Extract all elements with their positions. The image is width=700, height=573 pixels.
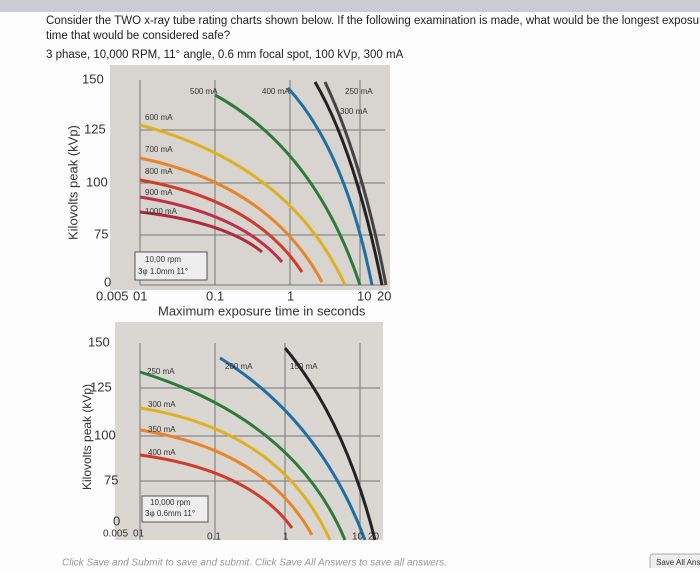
parameters: 3 phase, 10,000 RPM, 11° angle, 0.6 mm f… (46, 49, 404, 61)
x-tick-label: 1 (287, 288, 294, 303)
curve-label: 800 mA (145, 167, 173, 176)
curve-label: 600 mA (145, 113, 173, 122)
y-tick-label: 100 (86, 174, 108, 189)
x-axis-title: Maximum exposure time in seconds (158, 303, 366, 318)
x-tick-label: 01 (133, 529, 145, 540)
curve-label: 400 mA (148, 448, 176, 457)
curve-label: 300 mA (340, 107, 368, 116)
curve-label: 500 mA (190, 87, 218, 96)
curve-label: 1000 mA (145, 207, 178, 216)
curve-label: 150 mA (290, 362, 318, 371)
y-tick-label: 125 (90, 379, 112, 394)
curve-label: 250 mA (345, 87, 373, 96)
x-tick-label: 1 (283, 532, 289, 543)
footer-instructions: Click Save and Submit to save and submit… (62, 558, 447, 568)
x-tick-label: 0.1 (207, 532, 221, 543)
x-tick-label: 20 (368, 532, 380, 543)
x-tick-label: 0.005 (103, 529, 128, 540)
curve-label: 250 mA (147, 367, 175, 376)
note: 10,00 rpm (145, 255, 181, 264)
note: 10,000 rpm (150, 498, 191, 507)
y-tick-label: 75 (104, 472, 118, 487)
y-tick-label: 100 (94, 427, 116, 442)
curve-label: 400 mA (262, 87, 290, 96)
chart-2: 250 mA 200 mA 150 mA 300 mA 350 mA 400 m… (80, 322, 383, 543)
y-tick-label: 150 (82, 71, 104, 86)
curve-label: 300 mA (148, 400, 176, 409)
question-line: time that would be considered safe? (46, 30, 230, 42)
y-tick-label: 150 (88, 334, 110, 349)
y-tick-label: 75 (94, 226, 108, 241)
y-axis-title: Kilovolts peak (kVp) (80, 384, 94, 490)
note-box (134, 251, 208, 281)
curve-label: 900 mA (145, 188, 173, 197)
save-button-label[interactable]: Save All Answers (656, 558, 700, 567)
question-line: Consider the TWO x-ray tube rating chart… (46, 15, 700, 27)
x-tick-label: 0.1 (206, 288, 224, 303)
x-tick-label: 20 (377, 288, 391, 303)
note: 3φ 1.0mm 11° (138, 267, 188, 276)
y-tick-label: 0 (104, 274, 111, 289)
note: 3φ 0.6mm 11° (145, 509, 195, 518)
note-box (141, 495, 209, 523)
y-tick-label: 0 (113, 513, 120, 528)
x-tick-label: 10 (357, 288, 371, 303)
y-tick-label: 125 (84, 121, 106, 136)
curve-label: 700 mA (145, 145, 173, 154)
curve-label: 200 mA (225, 362, 253, 371)
x-tick-label: 01 (133, 288, 147, 303)
x-tick-label: 0.005 (96, 288, 129, 303)
top-bar (0, 0, 700, 12)
chart-1: 500 mA 400 mA 250 mA 300 mA 600 mA 700 m… (65, 65, 391, 318)
x-tick-label: 10 (352, 532, 364, 543)
curve-label: 350 mA (148, 425, 176, 434)
y-axis-title: Kilovolts peak (kVp) (65, 125, 80, 240)
